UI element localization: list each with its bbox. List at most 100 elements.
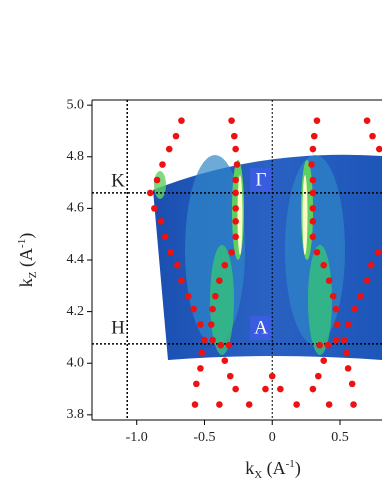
point — [225, 341, 233, 349]
point — [207, 321, 215, 328]
point — [343, 349, 351, 357]
point — [232, 385, 239, 393]
x-axis-label-part: -1 — [286, 458, 295, 470]
point — [146, 189, 154, 197]
point — [159, 161, 166, 168]
point — [221, 357, 229, 364]
point — [344, 365, 352, 372]
point — [344, 321, 352, 328]
point — [293, 401, 300, 408]
point — [357, 292, 364, 300]
annotation: K — [111, 170, 125, 191]
point — [212, 292, 219, 300]
point — [232, 233, 239, 241]
point — [232, 145, 239, 153]
annotation: A — [254, 317, 268, 338]
point — [226, 372, 234, 380]
point — [348, 380, 356, 388]
point — [309, 385, 317, 393]
annotation: H — [111, 317, 125, 338]
point — [340, 336, 348, 344]
point — [201, 336, 208, 344]
point — [228, 117, 235, 124]
point — [221, 261, 229, 269]
point — [367, 261, 375, 269]
y-axis-label-part: Z — [27, 271, 39, 278]
x-axis-label-part: X — [254, 469, 262, 481]
point — [329, 292, 337, 300]
point — [216, 277, 223, 284]
point — [316, 341, 323, 349]
annotation-bg — [250, 168, 272, 192]
point — [268, 372, 276, 380]
point — [333, 321, 341, 328]
point — [309, 176, 317, 184]
point — [197, 321, 204, 328]
point — [230, 132, 238, 140]
point — [363, 277, 371, 284]
point — [161, 233, 169, 241]
point — [193, 380, 200, 388]
y-axis-label-part: k — [16, 278, 36, 287]
point — [309, 205, 317, 212]
point — [232, 205, 239, 212]
point — [375, 145, 382, 153]
point — [332, 305, 340, 313]
x-tick-label: -0.5 — [193, 430, 215, 445]
point — [324, 341, 332, 349]
point — [174, 261, 181, 269]
point — [197, 365, 204, 372]
point — [167, 248, 174, 256]
point — [374, 248, 382, 256]
y-tick-label: 4.4 — [67, 252, 85, 267]
point — [245, 401, 253, 408]
point — [228, 248, 235, 256]
annotation: Γ — [256, 169, 267, 190]
point — [309, 233, 317, 241]
point — [198, 349, 206, 357]
x-axis-label-part: ) — [295, 458, 301, 479]
x-tick-label: -1.0 — [126, 430, 148, 445]
point — [178, 277, 185, 284]
x-axis-label-part: (A — [262, 458, 286, 479]
point — [216, 401, 223, 408]
point — [313, 248, 321, 256]
point — [320, 261, 328, 269]
y-axis-label-part: ) — [16, 233, 37, 239]
point — [308, 161, 315, 168]
x-tick-label: 0.5 — [331, 430, 349, 445]
y-tick-label: 4.6 — [67, 201, 85, 216]
point — [153, 176, 161, 184]
point — [190, 305, 197, 313]
point — [191, 401, 199, 408]
point — [165, 145, 173, 153]
y-tick-label: 5.0 — [67, 97, 85, 112]
point — [309, 189, 317, 197]
point — [325, 401, 333, 408]
x-axis-label: kX (A-1) — [245, 458, 301, 481]
x-tick-label: 0 — [269, 430, 276, 445]
y-tick-label: 4.0 — [67, 355, 85, 370]
point — [320, 357, 328, 364]
y-axis-label-part: (A — [16, 248, 37, 272]
y-axis-label: kZ (A-1) — [16, 233, 39, 287]
point — [232, 189, 239, 197]
y-tick-label: 4.2 — [67, 304, 85, 319]
point — [232, 217, 239, 225]
point — [351, 305, 359, 313]
point — [151, 205, 158, 212]
point — [325, 277, 333, 284]
point — [332, 336, 340, 344]
point — [363, 117, 371, 124]
point — [309, 145, 317, 153]
point — [178, 117, 185, 124]
point — [315, 372, 322, 380]
point — [350, 401, 357, 408]
point — [209, 336, 216, 344]
point — [309, 217, 317, 225]
point — [277, 385, 284, 393]
x-axis-label-part: k — [245, 458, 254, 478]
point — [217, 341, 225, 349]
point — [157, 217, 165, 225]
